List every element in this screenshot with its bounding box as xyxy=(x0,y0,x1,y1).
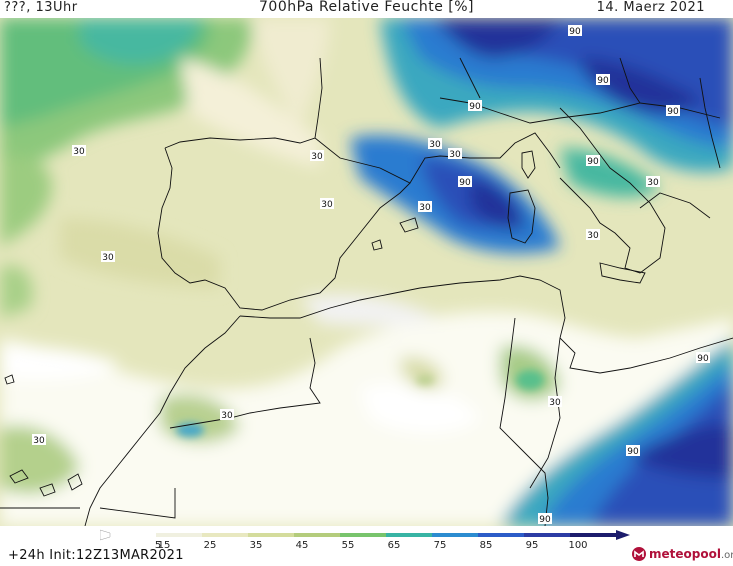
colorbar-label: 85 xyxy=(479,540,493,551)
colorbar-segment xyxy=(110,533,156,537)
contour-label: 30 xyxy=(32,434,46,446)
colorbar-segment xyxy=(202,533,248,537)
svg-text:90: 90 xyxy=(627,447,639,457)
contour-label: 90 xyxy=(538,513,552,525)
contour-label: 90 xyxy=(626,445,640,457)
colorbar-label: 15 xyxy=(157,540,171,551)
contour-label: 30 xyxy=(418,201,432,213)
contour-label: 90 xyxy=(586,155,600,167)
forecast-time-label: ???, 13Uhr xyxy=(4,0,78,15)
contour-label: 30 xyxy=(220,409,234,421)
humidity-detail xyxy=(176,370,544,437)
colorbar-label: 5 xyxy=(154,540,162,551)
svg-text:30: 30 xyxy=(321,200,333,210)
svg-text:30: 30 xyxy=(102,253,114,263)
svg-text:30: 30 xyxy=(73,147,85,157)
colorbar-segment xyxy=(524,533,570,537)
colorbar-label: 100 xyxy=(568,540,588,551)
svg-text:30: 30 xyxy=(587,231,599,241)
colorbar-label: 75 xyxy=(433,540,447,551)
colorbar-segment xyxy=(570,533,616,537)
contour-label: 90 xyxy=(666,105,680,117)
init-time: +24h Init:12Z13MAR2021 xyxy=(8,548,184,563)
footer: 5 15 25 35 45 55 65 75 85 95 100 +24h Init:12Z13MA… xyxy=(0,526,733,566)
svg-text:90: 90 xyxy=(697,354,709,364)
svg-text:90: 90 xyxy=(539,515,551,525)
svg-text:30: 30 xyxy=(429,140,441,150)
contour-label: 30 xyxy=(548,396,562,408)
svg-text:30: 30 xyxy=(311,152,323,162)
colorbar-segment xyxy=(248,533,294,537)
colorbar-segment xyxy=(294,533,340,537)
svg-text:90: 90 xyxy=(469,102,481,112)
valid-date: 14. Maerz 2021 xyxy=(596,0,705,15)
svg-text:90: 90 xyxy=(667,107,679,117)
colorbar-segment xyxy=(432,533,478,537)
svg-text:30: 30 xyxy=(33,436,45,446)
svg-text:90: 90 xyxy=(597,76,609,86)
map-canvas: 30 30 30 30 30 30 30 30 30 30 30 30 90 9… xyxy=(0,18,733,526)
colorbar-left-arrow xyxy=(100,529,111,541)
contour-label: 90 xyxy=(568,25,582,37)
svg-text:90: 90 xyxy=(569,27,581,37)
map-title: 700hPa Relative Feuchte [%] xyxy=(259,0,474,15)
logo-icon xyxy=(632,547,646,561)
svg-text:30: 30 xyxy=(449,150,461,160)
colorbar-label: 65 xyxy=(387,540,401,551)
contour-label: 30 xyxy=(428,138,442,150)
humidity-map: 30 30 30 30 30 30 30 30 30 30 30 30 90 9… xyxy=(0,18,733,526)
contour-label: 90 xyxy=(468,100,482,112)
contour-label: 30 xyxy=(310,150,324,162)
colorbar-label: 45 xyxy=(295,540,309,551)
colorbar-label: 35 xyxy=(249,540,263,551)
meteopool-logo[interactable]: meteopool.org xyxy=(631,546,733,564)
colorbar-label: 25 xyxy=(203,540,217,551)
contour-label: 30 xyxy=(448,148,462,160)
contour-label: 30 xyxy=(586,229,600,241)
contour-label: 30 xyxy=(646,176,660,188)
svg-text:90: 90 xyxy=(459,178,471,188)
svg-text:30: 30 xyxy=(221,411,233,421)
svg-text:30: 30 xyxy=(419,203,431,213)
colorbar xyxy=(100,529,630,541)
logo-text: meteopool.org xyxy=(649,547,733,561)
colorbar-segment xyxy=(340,533,386,537)
colorbar-segment xyxy=(386,533,432,537)
colorbar-segment xyxy=(156,533,202,537)
contour-label: 30 xyxy=(101,251,115,263)
humidity-field xyxy=(0,18,733,526)
colorbar-right-arrow xyxy=(616,530,630,540)
svg-text:30: 30 xyxy=(647,178,659,188)
svg-text:90: 90 xyxy=(587,157,599,167)
contour-label: 30 xyxy=(320,198,334,210)
colorbar-label: 55 xyxy=(341,540,355,551)
svg-text:30: 30 xyxy=(549,398,561,408)
contour-label: 90 xyxy=(696,352,710,364)
contour-label: 30 xyxy=(72,145,86,157)
contour-label: 90 xyxy=(458,176,472,188)
contour-labels: 30 30 30 30 30 30 30 30 30 30 30 30 90 9… xyxy=(32,25,710,525)
colorbar-label: 95 xyxy=(525,540,539,551)
colorbar-segment xyxy=(478,533,524,537)
header: ???, 13Uhr 700hPa Relative Feuchte [%] 1… xyxy=(0,0,733,18)
contour-label: 90 xyxy=(596,74,610,86)
